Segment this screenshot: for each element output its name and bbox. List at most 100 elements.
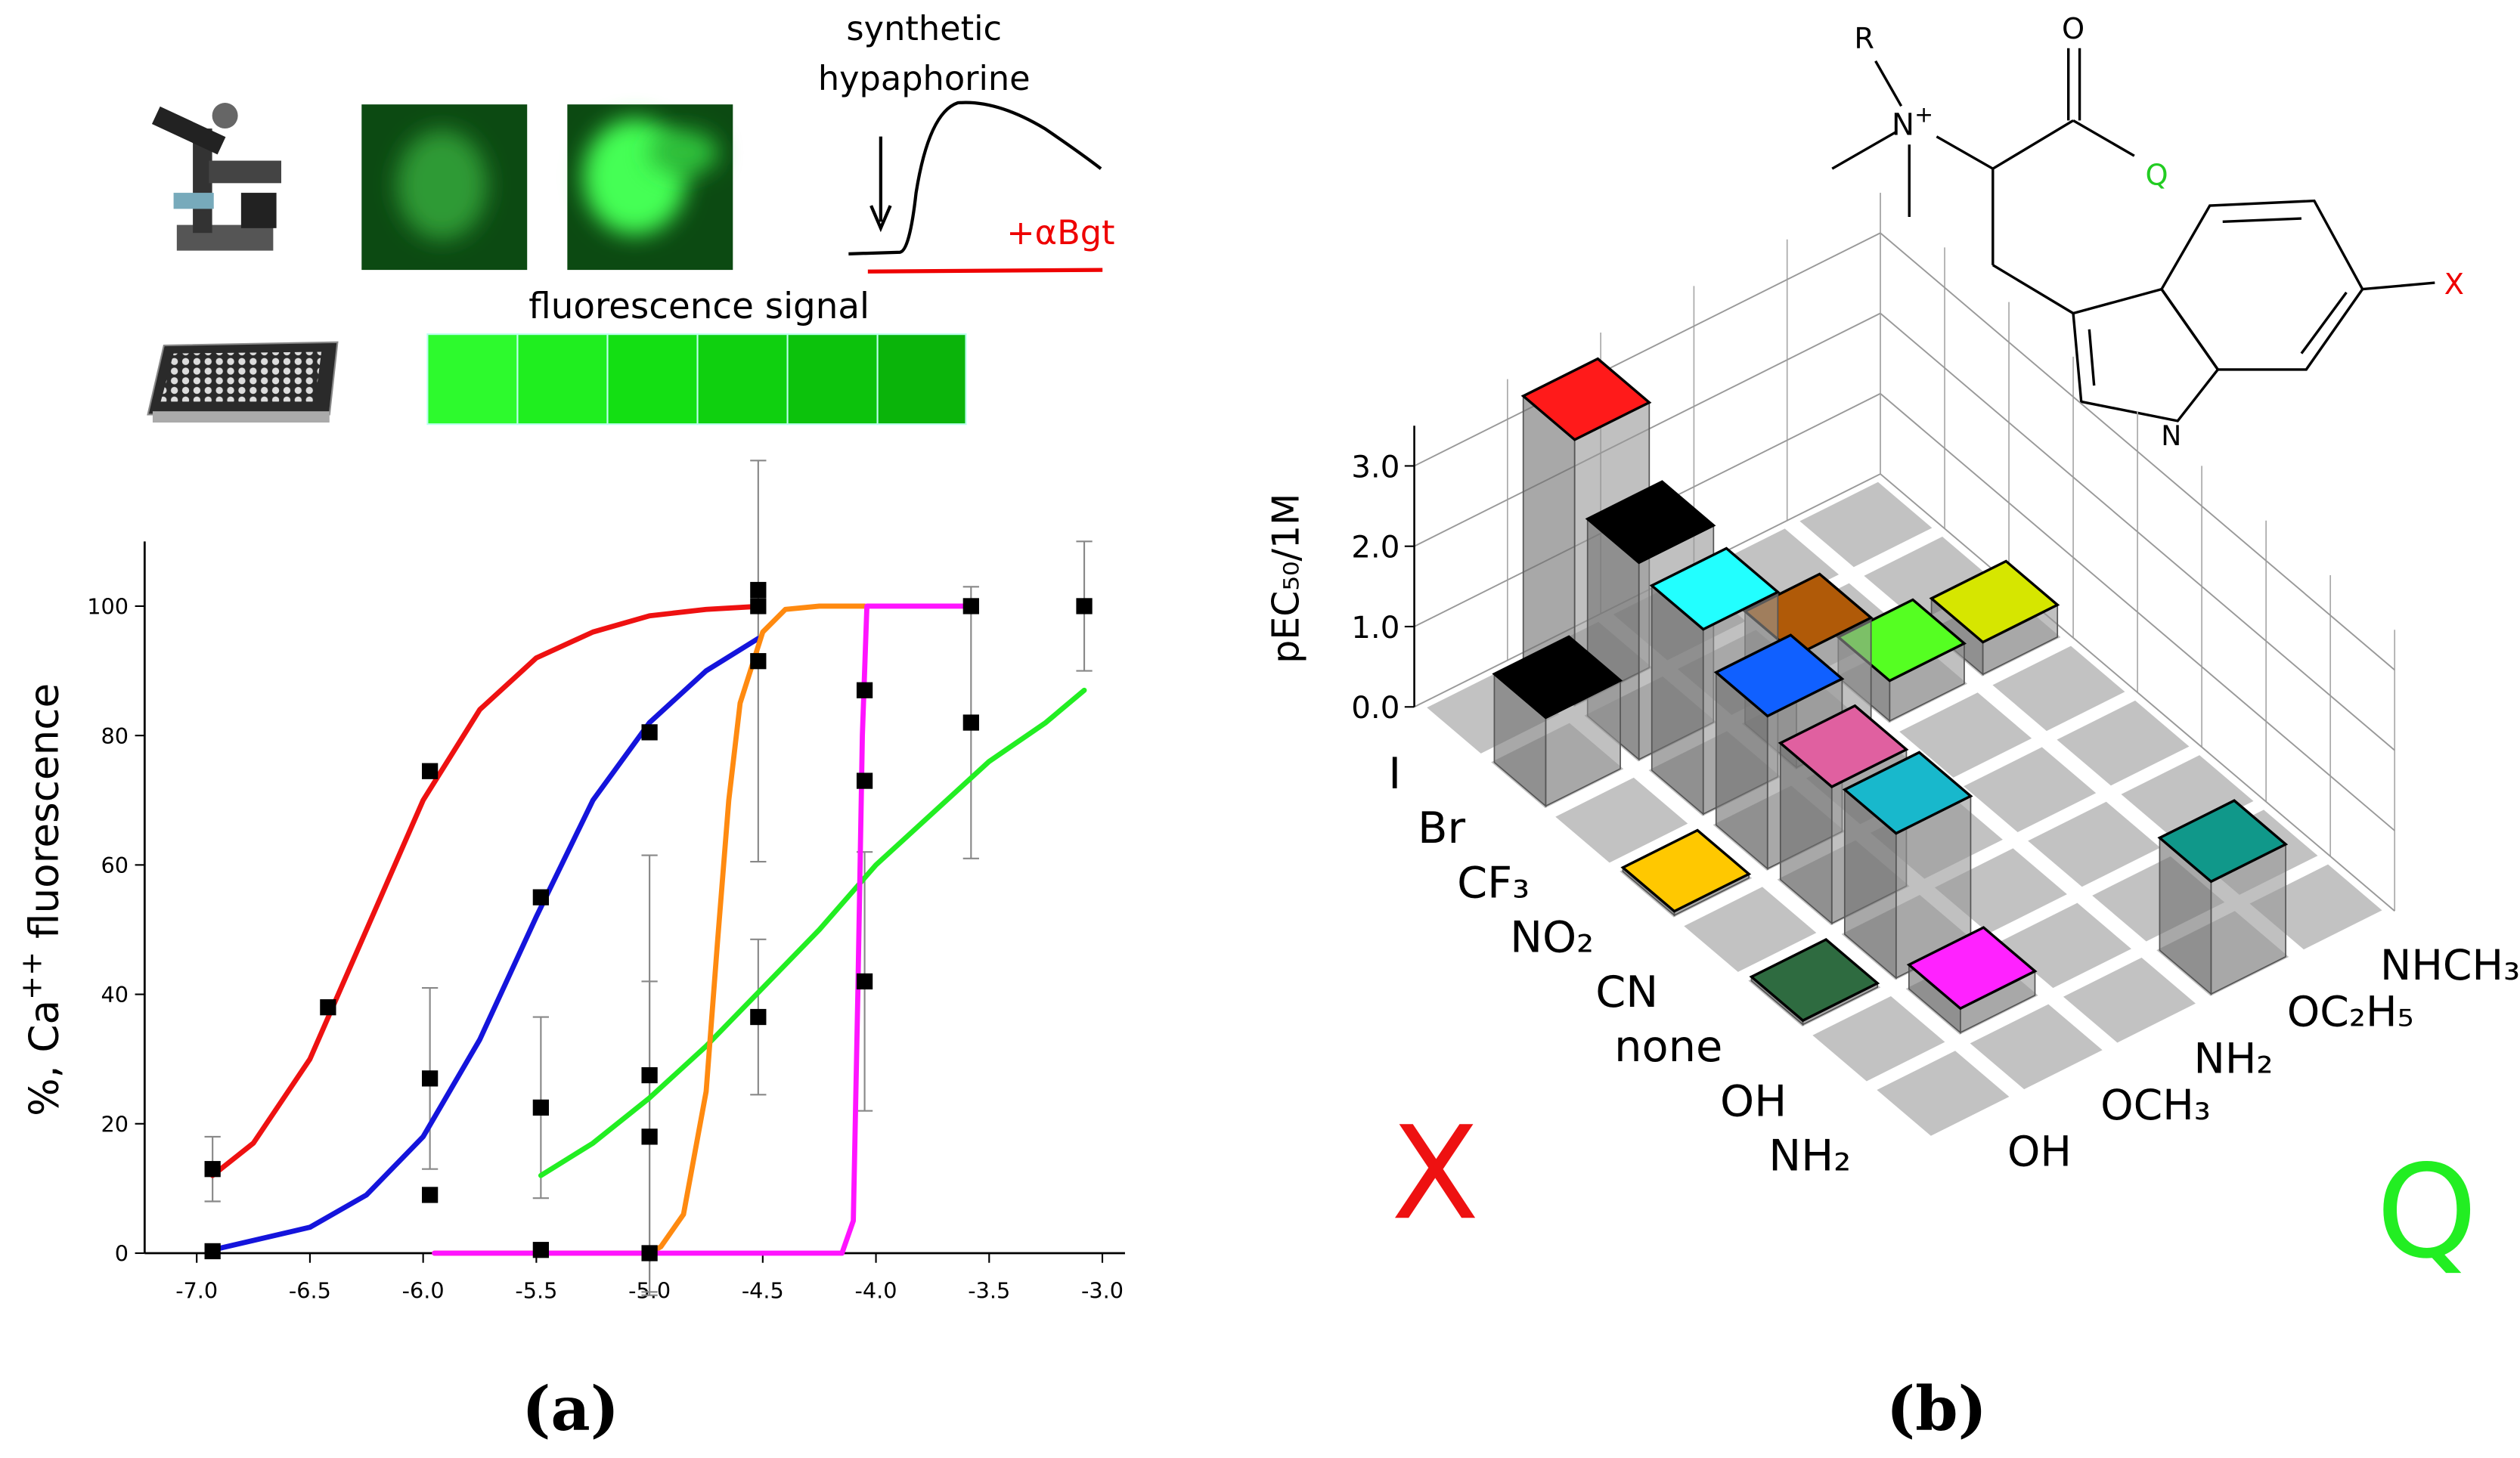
x-axis-title: X — [1391, 1099, 1479, 1249]
data-point — [532, 1099, 549, 1116]
molecule-bonds — [1831, 48, 2435, 423]
data-point — [856, 772, 873, 789]
z-axis-label: pEC₅₀/1M — [1265, 494, 1308, 664]
cell-image-before — [361, 104, 528, 271]
fit-curve — [432, 603, 974, 1256]
x-tick-label: -4.0 — [855, 1278, 897, 1304]
data-point — [422, 1070, 439, 1087]
y-tick-label: 40 — [101, 982, 129, 1008]
charge: + — [1914, 101, 1933, 128]
x-category-label: none — [1614, 1021, 1722, 1072]
y-axis-label: %, Ca++ fluorescence — [14, 683, 68, 1116]
bar-top — [1778, 704, 1909, 788]
data-point — [641, 724, 658, 741]
data-point — [532, 889, 549, 905]
fit-curve — [538, 687, 1087, 1178]
data-point — [204, 1161, 221, 1178]
z-tick-label: 1.0 — [1351, 610, 1399, 645]
grid-line — [1414, 232, 1881, 467]
plate-icon — [147, 341, 339, 423]
y-axis-label-part: %, Ca — [21, 1000, 68, 1116]
grid-line — [1880, 393, 2395, 831]
y-tick-label: 80 — [101, 723, 129, 749]
floor-tile — [1877, 1051, 2010, 1136]
bar-top — [2157, 799, 2289, 884]
z-tick-label: 3.0 — [1351, 449, 1399, 484]
blocker-label: +αBgt — [1006, 213, 1114, 252]
q-category-label: NH₂ — [2193, 1035, 2273, 1083]
floor-tile — [2028, 801, 2161, 887]
data-point — [641, 1245, 658, 1261]
floor-tile — [1812, 995, 1945, 1082]
data-point — [204, 1243, 221, 1260]
bar-top — [1620, 828, 1752, 913]
microscope-icon — [151, 103, 281, 251]
x-category-label: Br — [1418, 803, 1465, 853]
data-point — [750, 1008, 767, 1026]
bar-top — [1749, 938, 1880, 1023]
data-point — [856, 682, 873, 698]
q-category-label: OH — [2007, 1128, 2072, 1177]
x-category-label: OH — [1720, 1076, 1787, 1126]
bar-top — [1492, 635, 1623, 720]
fit-curve — [209, 603, 766, 1178]
panel-label: (a) — [522, 1373, 619, 1445]
grid-line — [1880, 473, 2395, 912]
q-category-label: OCH₃ — [2100, 1082, 2211, 1130]
x-category-label: NH₂ — [1768, 1131, 1851, 1181]
stimulus-label: hypaphorine — [818, 59, 1031, 98]
floor-tile — [1998, 902, 2131, 989]
x-category-label: I — [1388, 748, 1401, 799]
data-point — [962, 714, 979, 731]
stimulus-label: synthetic — [846, 9, 1002, 48]
floor-tile — [1555, 777, 1688, 863]
bar-top — [1929, 559, 2060, 644]
data-point — [422, 1187, 439, 1203]
x-tick-label: -3.5 — [968, 1278, 1010, 1304]
y-tick-label: 0 — [115, 1241, 129, 1267]
fit-curve — [209, 636, 761, 1253]
molecule-oxygen: O — [2062, 12, 2085, 46]
floor-tile — [1899, 692, 2032, 778]
floor-tile — [1864, 537, 1997, 622]
x-category-label: CF₃ — [1457, 857, 1530, 908]
x-category-label: NO₂ — [1510, 912, 1594, 963]
atom: N — [1892, 107, 1914, 143]
bar-top — [1713, 633, 1845, 718]
q-axis-title: Q — [2376, 1138, 2478, 1287]
y-tick-label: 100 — [87, 594, 129, 620]
x-tick-label: -6.0 — [402, 1278, 445, 1304]
x-tick-label: -5.5 — [515, 1278, 557, 1304]
molecule-r: R — [1854, 22, 1874, 56]
signal-label: fluorescence signal — [528, 286, 869, 327]
x-tick-label: -4.5 — [742, 1278, 784, 1304]
x-tick-label: -3.0 — [1081, 1278, 1124, 1304]
data-point — [750, 653, 767, 670]
grid-line — [1880, 312, 2395, 751]
q-category-label: OC₂H₅ — [2287, 989, 2414, 1037]
data-point — [532, 1242, 549, 1258]
molecule-amine: N+ — [1892, 101, 1933, 143]
floor-tile — [2121, 755, 2254, 840]
molecule-q: Q — [2146, 158, 2168, 192]
y-axis-label-part: fluorescence — [21, 683, 68, 952]
data-point — [750, 598, 767, 614]
bar-top — [1842, 751, 1973, 835]
y-axis-label-sup: ++ — [14, 952, 48, 1000]
bar-top — [1906, 926, 2038, 1011]
bar-top — [1585, 480, 1716, 565]
molecule-indole-n: N — [2161, 419, 2181, 452]
floor-tile — [1964, 747, 2097, 832]
data-point — [641, 1066, 658, 1084]
data-point — [320, 999, 336, 1016]
floor-tile — [1970, 1004, 2103, 1090]
fit-curve — [432, 603, 867, 1256]
bar-top — [1520, 357, 1652, 441]
z-tick-label: 0.0 — [1351, 690, 1399, 726]
data-point — [962, 598, 979, 614]
floor-tile — [1684, 887, 1817, 972]
x-tick-label: -7.0 — [175, 1278, 218, 1304]
data-point — [1076, 598, 1093, 614]
